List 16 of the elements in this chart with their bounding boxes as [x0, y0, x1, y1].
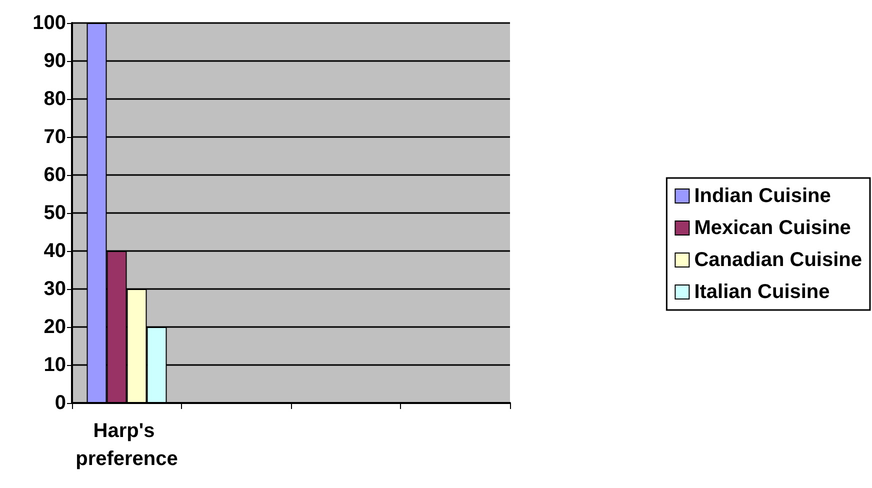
y-tick-label: 100	[32, 12, 66, 34]
legend-label: Canadian Cuisine	[694, 249, 862, 271]
y-tick-label: 50	[44, 202, 66, 224]
y-tick-label: 90	[44, 50, 66, 72]
y-tick-label: 60	[44, 164, 66, 186]
x-tick-label: Harp's preference	[76, 420, 178, 470]
y-tick-label: 30	[44, 278, 66, 300]
y-tick-label: 70	[44, 126, 66, 148]
y-tick-label: 40	[44, 240, 66, 262]
legend-label: Indian Cuisine	[694, 185, 831, 207]
y-tick-label: 80	[44, 88, 66, 110]
y-tick-label: 0	[54, 392, 66, 414]
y-tick-label: 20	[44, 316, 66, 338]
legend-label: Italian Cuisine	[694, 281, 830, 303]
y-tick-label: 10	[44, 354, 66, 376]
legend-label: Mexican Cuisine	[694, 217, 851, 239]
